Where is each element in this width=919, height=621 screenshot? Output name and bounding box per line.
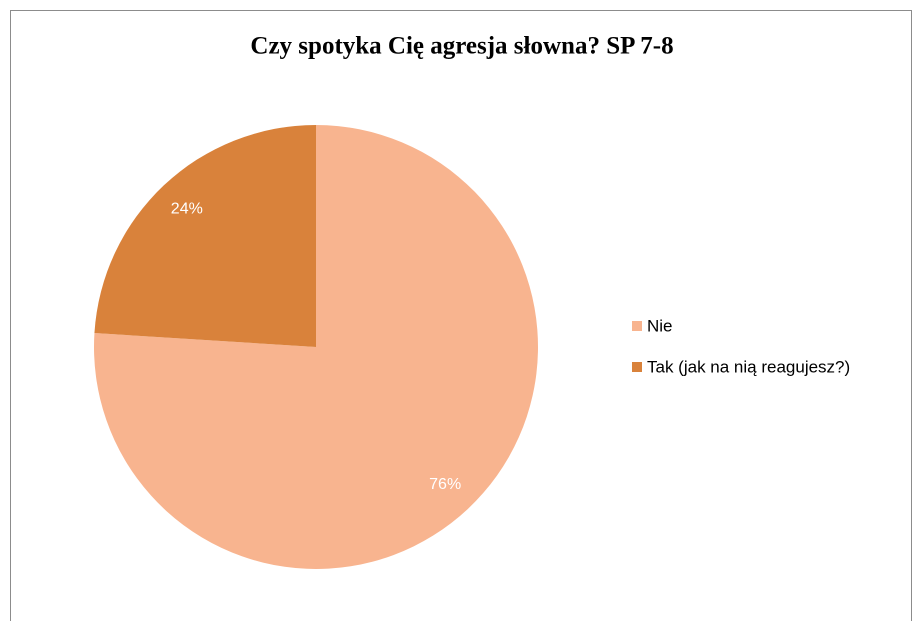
data-label: 24%: [171, 201, 203, 218]
pie-slice: [94, 125, 316, 347]
legend-label: Tak (jak na nią reagujesz?): [647, 357, 850, 376]
legend-swatch: [632, 362, 642, 372]
legend-label: Nie: [647, 316, 673, 335]
legend-swatch: [632, 321, 642, 331]
data-label: 76%: [429, 476, 461, 493]
chart-title: Czy spotyka Cię agresja słowna? SP 7-8: [250, 33, 673, 60]
